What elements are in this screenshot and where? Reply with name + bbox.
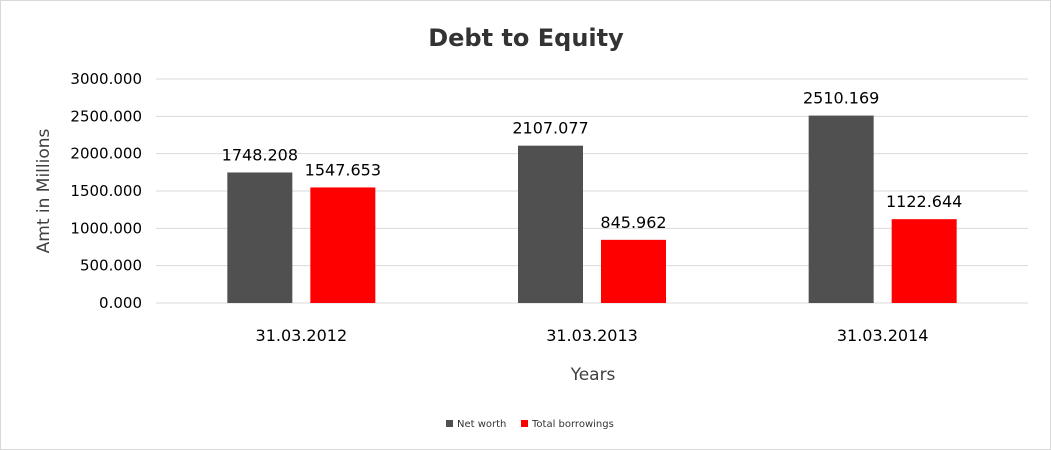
bar-total-borrowings	[891, 219, 957, 303]
bar-net-worth	[227, 172, 293, 303]
bar-net-worth	[808, 115, 874, 303]
y-tick-label: 1000.000	[70, 219, 142, 237]
bars	[227, 115, 957, 303]
bar-net-worth	[518, 145, 583, 303]
legend-swatch	[521, 420, 528, 427]
y-tick-label: 2000.000	[70, 145, 142, 163]
x-category-label: 31.03.2014	[837, 326, 929, 345]
legend-swatch	[446, 420, 453, 427]
y-tick-label: 500.000	[80, 257, 142, 275]
y-axis-title: Amt in Millions	[34, 128, 54, 253]
x-axis-categories: 31.03.2012 31.03.2013 31.03.2014	[256, 326, 929, 345]
bar-total-borrowings	[310, 187, 376, 303]
x-category-label: 31.03.2012	[256, 326, 348, 345]
y-axis-ticks: 0.000 500.000 1000.000 1500.000 2000.000 2500…	[70, 70, 142, 312]
x-category-label: 31.03.2013	[546, 326, 638, 345]
data-label: 845.962	[600, 213, 666, 232]
data-label: 1122.644	[886, 192, 962, 211]
legend: Net worth Total borrowings	[446, 419, 614, 430]
data-label: 1547.653	[305, 160, 381, 179]
data-labels: 1748.208 1547.653 2107.077 845.962 2510.169 1…	[222, 89, 963, 232]
bar-total-borrowings	[601, 239, 666, 303]
legend-label: Net worth	[457, 419, 506, 430]
y-tick-label: 2500.000	[70, 107, 142, 125]
x-axis-title: Years	[570, 365, 616, 385]
chart-title: Debt to Equity	[428, 24, 624, 52]
y-tick-label: 3000.000	[70, 70, 142, 88]
y-tick-label: 0.000	[99, 294, 142, 312]
data-label: 1748.208	[222, 145, 298, 164]
y-tick-label: 1500.000	[70, 182, 142, 200]
legend-label: Total borrowings	[531, 419, 614, 430]
gridlines	[156, 78, 1028, 304]
data-label: 2510.169	[803, 89, 879, 108]
data-label: 2107.077	[512, 119, 588, 138]
